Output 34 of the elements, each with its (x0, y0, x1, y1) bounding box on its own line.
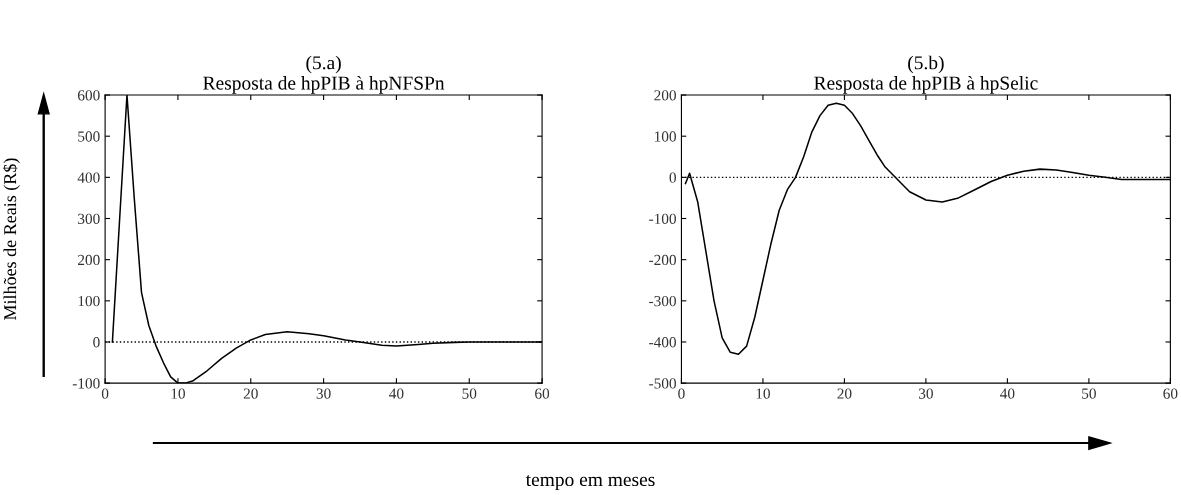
y-tick-label: 500 (78, 131, 100, 142)
x-tick-label: 50 (462, 388, 477, 399)
y-tick-label: 300 (78, 213, 100, 224)
y-tick-label: 100 (655, 131, 676, 142)
x-tick-label: 30 (316, 388, 331, 399)
y-axis-title: Milhões de Reais (R$) (2, 158, 20, 321)
x-tick-label: 40 (389, 388, 404, 399)
y-tick-label: 0 (93, 337, 100, 348)
x-axis-title: tempo em meses (525, 474, 655, 491)
y-tick-label: 100 (78, 295, 100, 307)
y-tick-label: 0 (669, 172, 676, 183)
chart-title: (5.a) Resposta de hpPIB à hpNFSPn (203, 55, 445, 94)
x-tick-label: 30 (919, 388, 933, 399)
y-tick-label: -400 (649, 337, 676, 348)
y-tick-label: 400 (77, 172, 100, 183)
x-tick-label: 60 (1163, 388, 1178, 399)
x-tick-label: 50 (1082, 388, 1096, 399)
y-tick-label: 600 (77, 90, 100, 101)
y-tick-label: -500 (649, 378, 676, 389)
y-tick-label: -100 (649, 213, 676, 224)
x-tick-label: 0 (101, 388, 109, 399)
x-tick-label: 40 (1000, 388, 1015, 399)
x-tick-label: 60 (535, 388, 550, 399)
y-tick-label: -200 (649, 254, 676, 266)
y-tick-label: -300 (649, 295, 676, 307)
x-tick-label: 20 (243, 388, 258, 399)
chart-title: (5.b) Resposta de hpPIB à hpSelic (814, 55, 1038, 94)
x-tick-label: 10 (171, 388, 185, 399)
y-tick-label: -100 (72, 378, 100, 389)
y-tick-label: 200 (78, 254, 100, 266)
x-tick-label: 20 (837, 388, 852, 399)
x-tick-label: 0 (678, 388, 685, 399)
x-tick-label: 10 (756, 388, 770, 399)
y-tick-label: 200 (654, 90, 676, 101)
